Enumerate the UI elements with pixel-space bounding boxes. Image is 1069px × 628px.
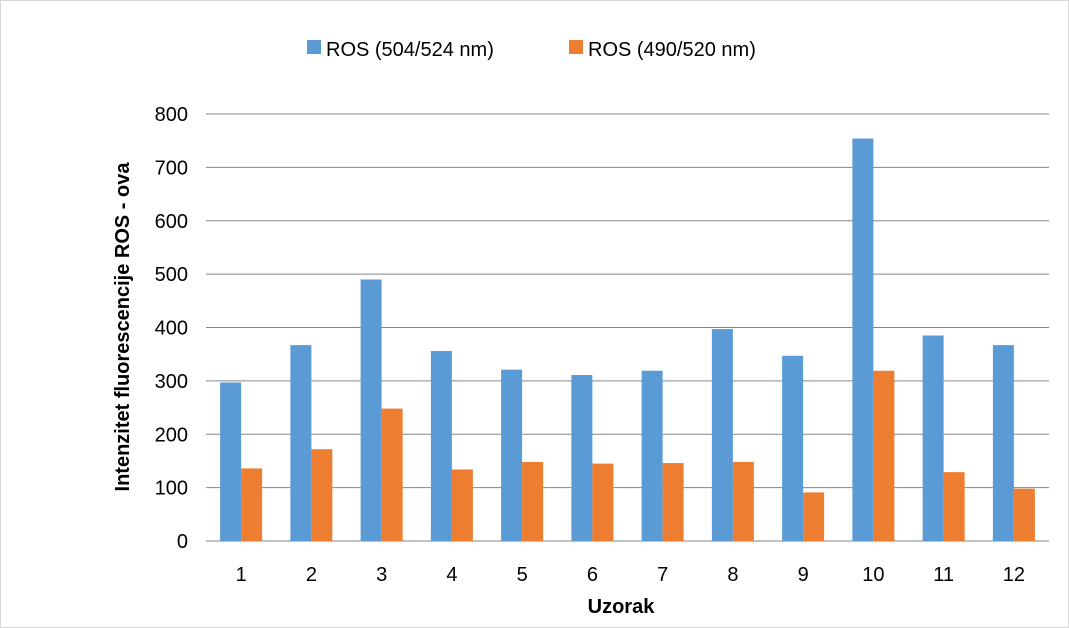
bar-series-1-cat-9 [782,355,804,541]
bar-series-2-cat-1 [241,468,263,541]
bar-series-2-cat-8 [732,462,754,541]
x-tick-label: 7 [657,564,668,586]
bar-series-2-cat-7 [662,463,684,541]
y-axis-title: Intenzitet fluorescencije ROS - ova [112,162,134,492]
y-tick-label: 200 [155,424,188,446]
y-tick-label: 600 [155,211,188,233]
bar-series-1-cat-5 [501,369,523,541]
x-tick-label: 12 [1003,564,1025,586]
x-tick-label: 8 [727,564,738,586]
legend-swatch-series-1 [307,40,321,54]
bar-series-2-cat-12 [1013,488,1035,541]
y-tick-label: 500 [155,264,188,286]
gridlines [206,113,1049,542]
legend-label-series-1: ROS (504/524 nm) [326,39,494,61]
bars [220,138,1035,542]
bar-series-2-cat-2 [311,449,333,541]
x-tick-label: 6 [587,564,598,586]
x-tick-label: 5 [517,564,528,586]
bar-series-2-cat-9 [803,492,825,541]
bar-series-1-cat-2 [290,345,312,541]
bar-series-1-cat-12 [992,345,1014,541]
bar-series-1-cat-7 [641,370,663,541]
bar-series-1-cat-3 [360,279,382,541]
x-tick-label: 2 [306,564,317,586]
y-tick-label: 800 [155,104,188,126]
bar-series-1-cat-4 [430,350,452,541]
y-tick-label: 700 [155,157,188,179]
y-tick-label: 300 [155,371,188,393]
bar-series-1-cat-11 [922,335,944,541]
x-tick-label: 11 [933,564,954,586]
x-tick-label: 9 [798,564,809,586]
bar-series-2-cat-4 [451,469,473,541]
x-tick-label: 3 [376,564,387,586]
y-tick-label: 400 [155,318,188,340]
bar-series-2-cat-11 [943,472,965,541]
bar-series-1-cat-8 [711,329,733,541]
x-tick-label: 1 [236,564,247,586]
bar-series-2-cat-5 [522,462,544,541]
bar-series-1-cat-6 [571,375,593,541]
x-tick-label: 4 [446,564,457,586]
legend-label-series-2: ROS (490/520 nm) [588,39,756,61]
legend-swatch-series-2 [569,40,583,54]
legend: ROS (504/524 nm) ROS (490/520 nm) [307,39,756,61]
x-axis-title: Uzorak [588,596,656,618]
bar-series-2-cat-6 [592,463,614,541]
y-tick-label: 100 [155,478,188,500]
bar-series-1-cat-10 [852,138,874,542]
bar-series-1-cat-1 [220,382,242,541]
x-tick-label: 10 [862,564,884,586]
y-tick-label: 0 [177,531,188,553]
bar-series-2-cat-3 [381,408,403,541]
bar-series-2-cat-10 [873,370,895,541]
